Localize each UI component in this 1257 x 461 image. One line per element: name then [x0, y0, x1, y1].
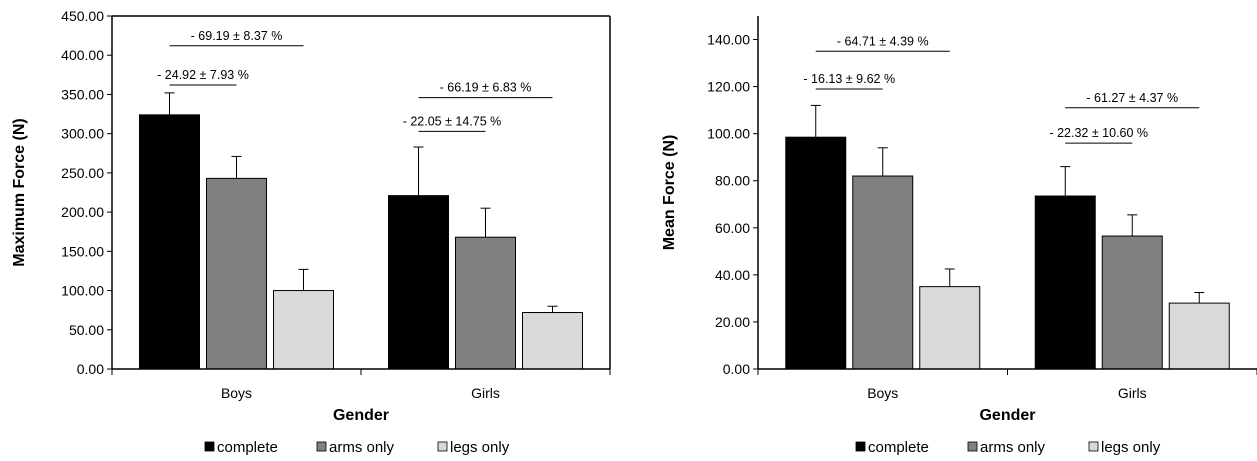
- bar-legs-only: [522, 312, 583, 370]
- legend-swatch-legs-only: [1088, 441, 1099, 452]
- legend-swatch-arms-only: [316, 441, 327, 452]
- y-tick-label: 350.00: [61, 86, 104, 102]
- annotation-label: - 69.19 ± 8.37 %: [191, 29, 283, 43]
- y-tick-label: 100.00: [707, 126, 750, 142]
- y-tick-label: 60.00: [715, 220, 750, 236]
- legend-swatch-complete: [855, 441, 866, 452]
- bar-complete: [1034, 195, 1096, 370]
- legend-swatch-legs-only: [437, 441, 448, 452]
- legend-label: complete: [868, 439, 929, 456]
- bar-complete: [388, 195, 449, 370]
- x-axis-title: Gender: [333, 407, 389, 424]
- y-tick-label: 0.00: [723, 361, 750, 377]
- y-tick-label: 150.00: [61, 243, 104, 259]
- bar-arms-only: [852, 175, 914, 370]
- legend-label: legs only: [450, 439, 510, 456]
- mean-force-chart: 0.00 20.00 40.00 60.00 80.00 100.00 120.00 140.…: [661, 16, 1257, 456]
- annotation-label: - 16.13 ± 9.62 %: [803, 72, 895, 86]
- legend-label: legs only: [1101, 439, 1161, 456]
- bar-legs-only: [273, 290, 334, 370]
- annotation-label: - 24.92 ± 7.93 %: [157, 68, 249, 82]
- annotation-label: - 64.71 ± 4.39 %: [837, 34, 929, 48]
- legend-label: complete: [217, 439, 278, 456]
- legend-label: arms only: [980, 439, 1046, 456]
- category-label: Girls: [1118, 385, 1147, 401]
- y-tick-label: 140.00: [707, 32, 750, 48]
- y-tick-label: 100.00: [61, 283, 104, 299]
- bar-complete: [139, 114, 200, 370]
- maximum-force-chart: 0.00 50.00 100.00 150.00 200.00 250.00 300.00 3…: [11, 8, 611, 456]
- y-tick-label: 120.00: [707, 79, 750, 95]
- y-axis-title: Maximum Force (N): [11, 118, 28, 266]
- y-tick-label: 20.00: [715, 314, 750, 330]
- bar-complete: [785, 136, 847, 370]
- x-axis-title: Gender: [979, 407, 1035, 424]
- legend-swatch-arms-only: [967, 441, 978, 452]
- y-tick-label: 450.00: [61, 8, 104, 24]
- y-tick-label: 400.00: [61, 47, 104, 63]
- category-label: Boys: [221, 385, 252, 401]
- category-label: Boys: [867, 385, 898, 401]
- y-tick-label: 50.00: [69, 322, 104, 338]
- bar-arms-only: [206, 177, 267, 370]
- annotation-label: - 22.32 ± 10.60 %: [1049, 126, 1148, 140]
- y-tick-label: 200.00: [61, 204, 104, 220]
- bar-arms-only: [455, 236, 516, 370]
- legend-swatch-complete: [204, 441, 215, 452]
- y-tick-label: 300.00: [61, 126, 104, 142]
- legend-label: arms only: [329, 439, 395, 456]
- y-tick-label: 80.00: [715, 173, 750, 189]
- category-label: Girls: [471, 385, 500, 401]
- bar-legs-only: [1168, 302, 1230, 370]
- y-tick-label: 0.00: [77, 361, 104, 377]
- y-axis-title: Mean Force (N): [661, 135, 678, 251]
- bar-legs-only: [919, 286, 981, 370]
- y-tick-label: 250.00: [61, 165, 104, 181]
- bar-arms-only: [1101, 235, 1163, 370]
- annotation-label: - 22.05 ± 14.75 %: [403, 114, 502, 128]
- annotation-label: - 66.19 ± 6.83 %: [440, 81, 532, 95]
- y-tick-label: 40.00: [715, 267, 750, 283]
- annotation-label: - 61.27 ± 4.37 %: [1086, 91, 1178, 105]
